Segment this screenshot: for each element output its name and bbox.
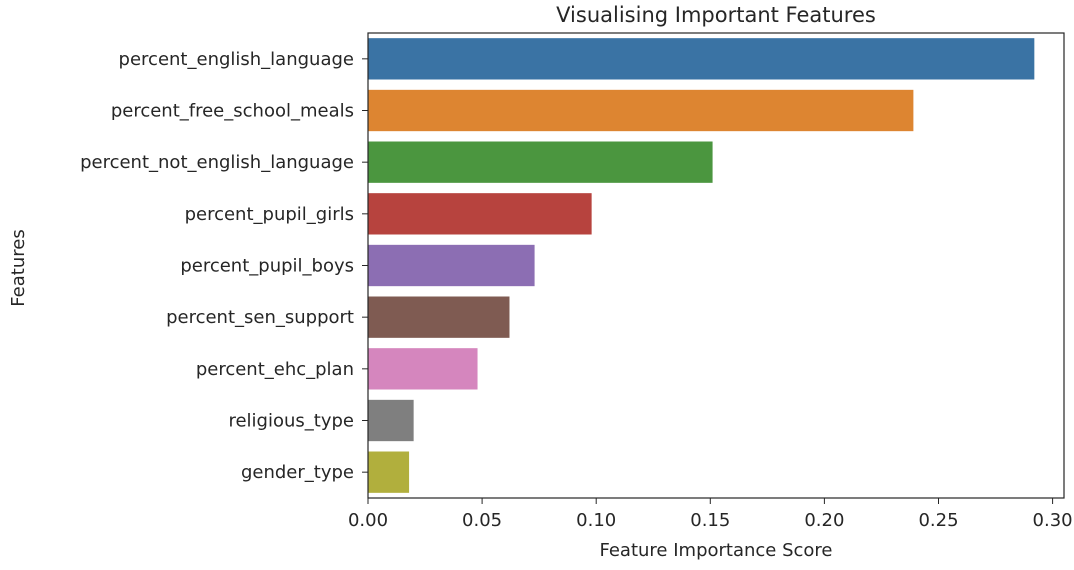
x-tick-label: 0.30 [1033,510,1073,531]
bar-percent-pupil-boys [368,244,535,287]
bar-percent-sen-support [368,296,510,338]
bars-layer [368,38,1035,493]
y-tick-label: percent_english_language [119,49,354,70]
x-ticks: 0.00 0.05 0.10 0.15 0.20 0.25 0.30 [348,498,1073,531]
y-tick-label: percent_not_english_language [80,152,354,173]
y-tick-label: percent_pupil_girls [185,204,354,225]
bar-percent-not-english-language [368,141,713,183]
x-tick-label: 0.25 [918,510,958,531]
y-tick-label: percent_pupil_boys [180,256,354,277]
y-tick-label: percent_ehc_plan [196,359,354,380]
x-tick-label: 0.15 [690,510,730,531]
y-tick-label: religious_type [228,411,354,432]
bar-percent-free-school-meals [368,89,914,132]
y-tick-labels: percent_english_language percent_free_sch… [80,49,368,483]
x-tick-label: 0.05 [462,510,502,531]
bar-percent-pupil-girls [368,193,592,235]
y-tick-label: gender_type [241,462,354,483]
y-tick-label: percent_free_school_meals [111,101,354,122]
y-axis-title: Features [8,229,29,306]
bar-religious-type [368,399,414,442]
x-axis-title: Feature Importance Score [599,540,832,561]
y-tick-label: percent_sen_support [166,307,354,328]
bar-percent-english-language [368,38,1035,80]
plot-frame [367,32,1065,499]
chart-title: Visualising Important Features [556,3,876,27]
x-tick-label: 0.00 [348,510,388,531]
bar-percent-ehc-plan [368,348,478,390]
x-tick-label: 0.20 [804,510,844,531]
bar-gender-type [368,451,410,493]
x-tick-label: 0.10 [576,510,616,531]
